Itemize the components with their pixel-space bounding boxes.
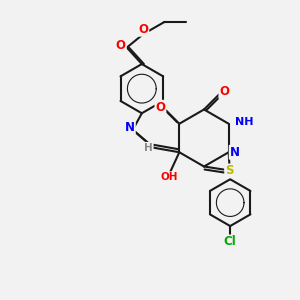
- Text: O: O: [138, 23, 148, 36]
- Text: O: O: [219, 85, 230, 98]
- Text: O: O: [116, 39, 126, 52]
- Text: O: O: [155, 101, 165, 114]
- Text: NH: NH: [235, 117, 254, 127]
- Text: H: H: [144, 143, 153, 153]
- Text: N: N: [230, 146, 240, 159]
- Text: N: N: [125, 121, 135, 134]
- Text: S: S: [225, 164, 234, 178]
- Text: Cl: Cl: [224, 236, 237, 248]
- Text: OH: OH: [160, 172, 178, 182]
